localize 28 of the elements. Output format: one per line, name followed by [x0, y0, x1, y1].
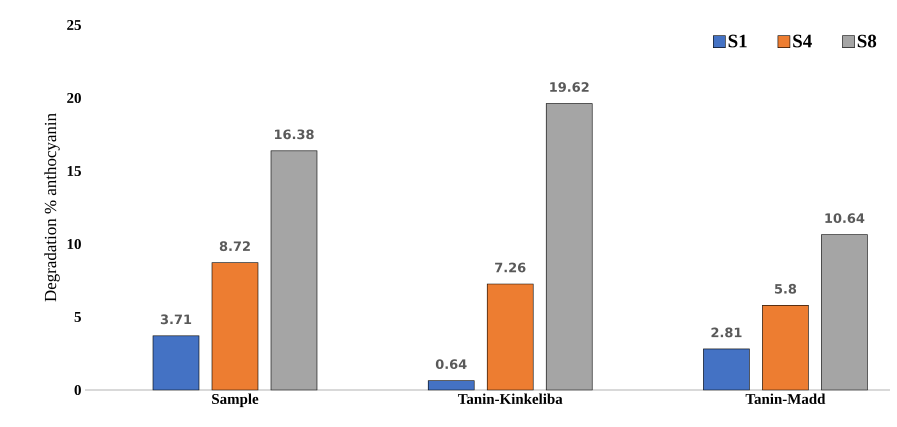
bar [486, 284, 534, 390]
x-tick-label: Tanin-Kinkeliba [458, 394, 562, 404]
data-label: 5.8 [774, 284, 796, 294]
y-tick-label: 10 [68, 238, 81, 250]
y-tick-label: 25 [67, 20, 81, 30]
data-label: 10.64 [825, 213, 864, 224]
y-axis-title: Degradation % anthocyanin [44, 113, 60, 302]
data-label: 2.81 [711, 328, 742, 338]
legend-label: S4 [793, 34, 812, 48]
data-label: 16.38 [274, 129, 314, 140]
data-label: 7.26 [495, 262, 526, 272]
x-tick-label: Sample [212, 394, 258, 408]
x-tick-label: Tanin-Madd [746, 394, 826, 404]
y-tick-label: 20 [67, 92, 81, 104]
legend-label: S1 [728, 34, 747, 48]
data-label: 3.71 [160, 314, 192, 324]
bar [703, 348, 750, 390]
data-label: 19.62 [550, 82, 589, 92]
legend-label: S8 [858, 34, 876, 48]
y-tick-label: 5 [74, 312, 81, 322]
bar [762, 305, 809, 390]
data-label: 0.64 [436, 359, 467, 370]
y-tick-label: 0 [74, 384, 81, 396]
bar [212, 262, 258, 390]
y-tick-label: 15 [68, 166, 81, 176]
data-label: 8.72 [220, 241, 250, 252]
bar [152, 336, 200, 390]
bar [428, 380, 475, 390]
